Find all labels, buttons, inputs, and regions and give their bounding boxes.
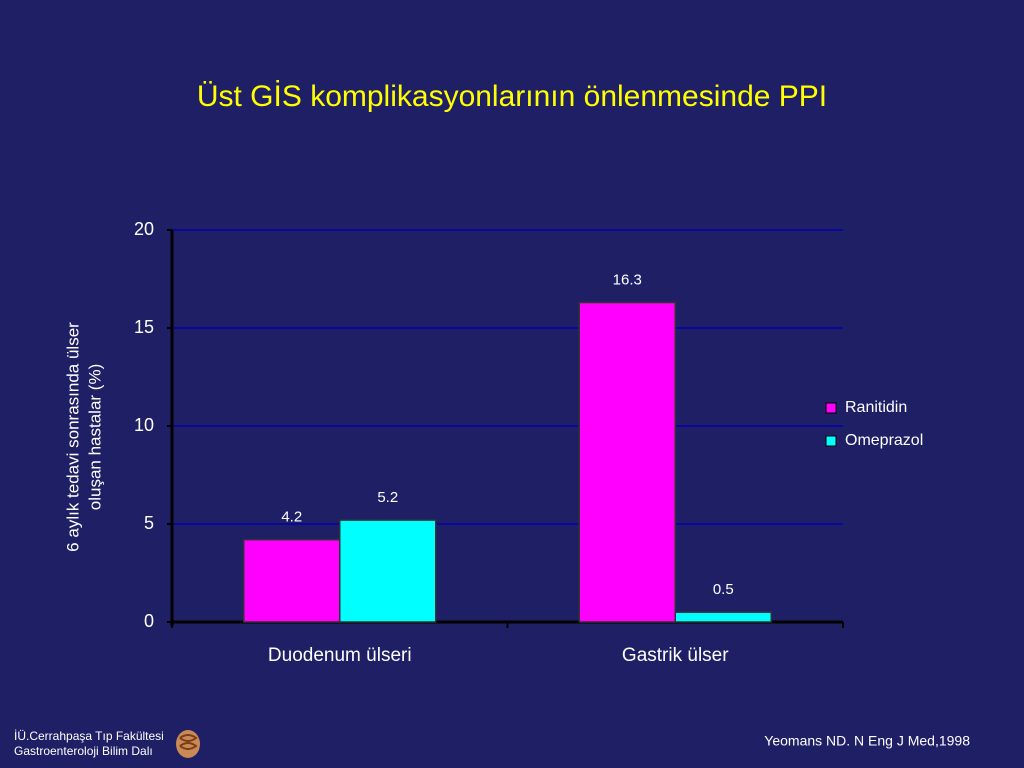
bar [243, 538, 341, 623]
legend-swatch [825, 402, 837, 414]
institution: İÜ.Cerrahpaşa Tıp Fakültesi [14, 729, 164, 743]
institution: Gastroenteroloji Bilim Dalı [14, 744, 153, 758]
logo [176, 730, 200, 758]
y-tick-label: 0 [144, 611, 154, 631]
bar [578, 301, 676, 623]
data-label: 4.2 [281, 509, 302, 526]
legend-label: Omeprazol [845, 432, 923, 449]
legend-swatch [825, 435, 837, 447]
data-label: 16.3 [613, 271, 642, 288]
data-label: 5.2 [377, 489, 398, 506]
y-axis-title-line: 6 aylık tedavi sonrasında ülser [63, 322, 82, 552]
y-tick-label: 15 [134, 317, 154, 337]
x-tick-label: Duodenum ülseri [268, 645, 412, 666]
chart-title: Üst GİS komplikasyonlarının önlenmesinde… [197, 80, 827, 113]
legend-label: Ranitidin [845, 399, 907, 416]
y-tick-label: 20 [134, 219, 154, 239]
citation: Yeomans ND. N Eng J Med,1998 [764, 733, 970, 749]
x-tick-label: Gastrik ülser [622, 645, 729, 666]
data-label: 0.5 [713, 581, 734, 598]
bar [339, 519, 437, 623]
y-axis-title: 6 aylık tedavi sonrasında ülser oluşan h… [63, 322, 104, 552]
y-tick-label: 10 [134, 415, 154, 435]
y-axis-title-line: oluşan hastalar (%) [85, 364, 104, 510]
y-tick-label: 5 [144, 513, 154, 533]
bar [674, 611, 772, 623]
